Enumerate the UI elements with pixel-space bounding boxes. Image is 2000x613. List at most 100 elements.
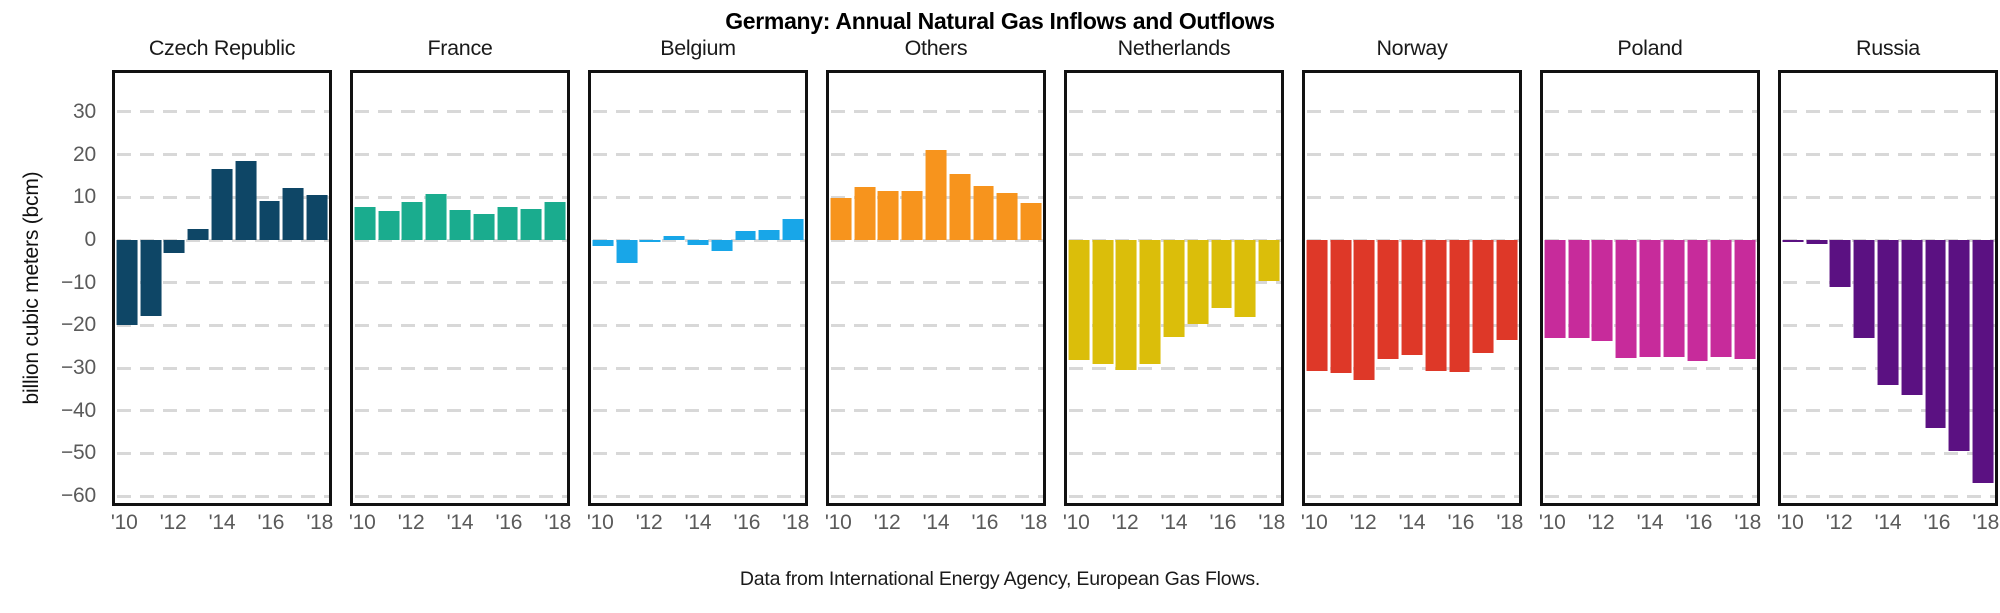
x-tick-label: '16: [495, 511, 523, 534]
bar-poland-2017: [1710, 240, 1732, 358]
x-tick-label: '16: [1923, 511, 1951, 534]
x-tick-label: '18: [1496, 511, 1524, 534]
bar-belgium-2016: [735, 230, 757, 240]
bar-netherlands-2015: [1187, 240, 1209, 324]
x-tick-label: '16: [1209, 511, 1237, 534]
x-tick-label: '16: [971, 511, 999, 534]
gridline: [1783, 195, 1995, 199]
x-axis-netherlands: '10 '12 '14 '16 '18: [1063, 511, 1286, 539]
gridline: [1783, 110, 1995, 114]
x-tick-label: '18: [1972, 511, 2000, 534]
x-tick-label: '12: [397, 511, 425, 534]
bar-poland-2015: [1663, 240, 1685, 358]
gridline: [117, 281, 329, 285]
bar-france-2013: [425, 193, 447, 240]
gridline: [1069, 153, 1281, 157]
bar-belgium-2018: [782, 218, 804, 240]
panel-plot-area-others: [826, 70, 1046, 506]
bar-others-2013: [901, 190, 923, 240]
gridline: [831, 494, 1043, 498]
gridline: [1307, 366, 1519, 370]
x-tick-label: '12: [1587, 511, 1615, 534]
x-tick-label: '18: [306, 511, 334, 534]
gridline: [355, 195, 567, 199]
x-tick-label: '18: [544, 511, 572, 534]
bar-netherlands-2013: [1139, 240, 1161, 365]
bar-norway-2018: [1496, 240, 1518, 341]
panel-russia: Russia '10 '12 '14 '16 '18: [1777, 0, 2000, 560]
bar-czech-republic-2015: [235, 161, 257, 240]
bar-poland-2014: [1639, 240, 1661, 358]
panel-plot-area-russia: [1778, 70, 1998, 506]
panel-plot-area-poland: [1540, 70, 1760, 506]
bar-france-2018: [544, 201, 566, 240]
bar-france-2016: [497, 206, 519, 240]
gridline: [831, 281, 1043, 285]
bar-others-2016: [973, 185, 995, 240]
bar-netherlands-2011: [1092, 240, 1114, 365]
gridline: [355, 153, 567, 157]
x-tick-label: '16: [1447, 511, 1475, 534]
gridline: [1069, 451, 1281, 455]
bar-others-2015: [949, 174, 971, 240]
x-tick-label: '14: [208, 511, 236, 534]
panel-title-czech-republic: Czech Republic: [148, 36, 296, 60]
gridline: [1307, 451, 1519, 455]
x-axis-norway: '10 '12 '14 '16 '18: [1301, 511, 1524, 539]
gridline: [1545, 153, 1757, 157]
bar-netherlands-2014: [1163, 240, 1185, 337]
bar-norway-2011: [1330, 240, 1352, 374]
gridline: [1069, 409, 1281, 413]
x-tick-label: '12: [1111, 511, 1139, 534]
gridline: [355, 366, 567, 370]
x-tick-label: '16: [1685, 511, 1713, 534]
x-tick-label: '12: [159, 511, 187, 534]
chart-title: Germany: Annual Natural Gas Inflows and …: [725, 8, 1275, 34]
bar-norway-2013: [1377, 240, 1399, 360]
gridline: [117, 110, 329, 114]
bar-russia-2013: [1853, 240, 1875, 339]
bar-france-2012: [401, 201, 423, 240]
bar-netherlands-2018: [1258, 240, 1280, 281]
gridline: [593, 409, 805, 413]
y-tick-label: 30: [73, 99, 96, 123]
x-tick-label: '10: [586, 511, 614, 534]
gridline: [1307, 494, 1519, 498]
panel-title-russia: Russia: [1856, 36, 1920, 60]
x-axis-poland: '10 '12 '14 '16 '18: [1539, 511, 1762, 539]
x-tick-label: '10: [110, 511, 138, 534]
x-tick-label: '18: [1258, 511, 1286, 534]
y-tick-label: −30: [60, 356, 96, 379]
gridline: [1545, 494, 1757, 498]
bar-belgium-2017: [758, 230, 780, 240]
panel-title-netherlands: Netherlands: [1117, 36, 1231, 60]
bar-belgium-2015: [711, 240, 733, 251]
bar-france-2010: [354, 206, 376, 240]
panel-belgium: Belgium '10 '12 '14 '16 '18: [586, 0, 810, 560]
bar-czech-republic-2017: [282, 187, 304, 240]
gridline: [355, 494, 567, 498]
gridline: [355, 238, 567, 242]
gridline: [593, 323, 805, 327]
bar-norway-2016: [1449, 240, 1471, 373]
gridline: [593, 366, 805, 370]
panel-plot-area-belgium: [588, 70, 808, 506]
x-axis-france: '10 '12 '14 '16 '18: [349, 511, 572, 539]
gridline: [593, 281, 805, 285]
x-tick-label: '18: [782, 511, 810, 534]
gridline: [117, 323, 329, 327]
gridline: [831, 323, 1043, 327]
y-tick-label: −50: [60, 441, 96, 465]
panel-plot-area-netherlands: [1064, 70, 1284, 506]
y-tick-label: −60: [60, 484, 96, 507]
x-tick-label: '14: [922, 511, 950, 534]
gridline: [1307, 110, 1519, 114]
gridline: [355, 281, 567, 285]
x-tick-label: '16: [257, 511, 285, 534]
caption: Data from International Energy Agency, E…: [739, 568, 1261, 590]
bar-russia-2018: [1972, 240, 1994, 484]
bar-norway-2012: [1353, 240, 1375, 380]
panel-norway: Norway '10 '12 '14 '16 '18: [1301, 0, 1524, 560]
x-tick-label: '12: [635, 511, 663, 534]
x-axis-russia: '10 '12 '14 '16 '18: [1777, 511, 2000, 539]
